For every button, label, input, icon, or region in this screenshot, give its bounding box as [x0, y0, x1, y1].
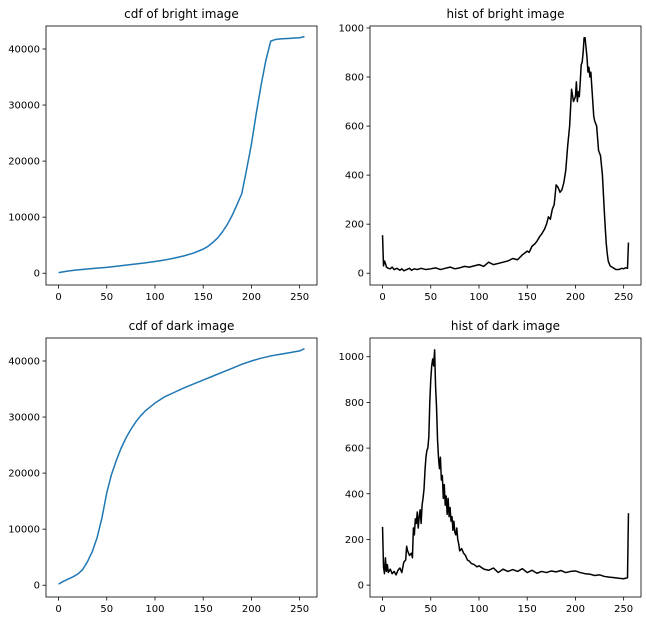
series-line-0	[381, 37, 630, 272]
series-line-0	[58, 347, 305, 585]
x-tick-label: 250	[614, 292, 633, 303]
y-tick-label: 20000	[8, 157, 40, 168]
x-tick-label: 0	[379, 604, 385, 615]
y-tick-label: 20000	[8, 469, 40, 480]
y-tick-label: 0	[34, 269, 40, 280]
y-tick-label: 200	[345, 220, 364, 231]
subplot-hist-bright: hist of bright image 0 50 100 150 200 250 0 20…	[339, 7, 642, 303]
y-ticks: 0 10000 20000 30000 40000	[8, 44, 46, 280]
x-tick-label: 150	[518, 604, 537, 615]
series-line-0	[381, 349, 630, 580]
x-tick-label: 0	[55, 292, 61, 303]
y-tick-label: 400	[345, 171, 364, 182]
x-ticks: 0 50 100 150 200 250	[55, 597, 309, 615]
x-tick-label: 200	[242, 604, 261, 615]
chart-title: cdf of bright image	[124, 7, 239, 21]
y-ticks: 0 10000 20000 30000 40000	[8, 356, 46, 592]
y-tick-label: 400	[345, 489, 364, 500]
y-tick-label: 0	[358, 269, 364, 280]
x-tick-label: 200	[566, 604, 585, 615]
chart-title: hist of dark image	[451, 319, 560, 333]
x-tick-label: 100	[145, 292, 164, 303]
x-tick-label: 50	[100, 292, 113, 303]
y-tick-label: 0	[358, 581, 364, 592]
y-ticks: 0 200 400 600 800 1000	[339, 352, 370, 592]
y-tick-label: 40000	[8, 356, 40, 367]
x-tick-label: 100	[469, 292, 488, 303]
y-tick-label: 200	[345, 535, 364, 546]
axes-frame	[369, 337, 642, 598]
x-tick-label: 150	[518, 292, 537, 303]
y-ticks: 0 200 400 600 800 1000	[339, 23, 370, 280]
y-tick-label: 1000	[339, 23, 364, 34]
chart-title: hist of bright image	[446, 7, 564, 21]
subplot-cdf-dark: cdf of dark image 0 50 100 150 200 250 0 10000…	[8, 319, 318, 615]
x-tick-label: 200	[242, 292, 261, 303]
subplot-hist-dark: hist of dark image 0 50 100 150 200 250 0 200 4…	[339, 319, 642, 615]
series-layer	[58, 35, 305, 274]
x-tick-label: 50	[100, 604, 113, 615]
x-tick-label: 100	[145, 604, 164, 615]
subplot-cdf-bright: cdf of bright image 0 50 100 150 200 250 0 100…	[8, 7, 318, 303]
x-tick-label: 250	[290, 604, 309, 615]
x-tick-label: 0	[379, 292, 385, 303]
y-tick-label: 10000	[8, 213, 40, 224]
y-tick-label: 30000	[8, 101, 40, 112]
y-tick-label: 800	[345, 73, 364, 84]
x-tick-label: 150	[194, 604, 213, 615]
series-line-0	[58, 35, 305, 274]
y-tick-label: 800	[345, 398, 364, 409]
axes-frame	[369, 25, 642, 286]
x-tick-label: 50	[424, 292, 437, 303]
x-tick-label: 0	[55, 604, 61, 615]
y-tick-label: 10000	[8, 525, 40, 536]
series-layer	[381, 349, 630, 580]
y-tick-label: 600	[345, 444, 364, 455]
x-tick-label: 250	[614, 604, 633, 615]
x-ticks: 0 50 100 150 200 250	[55, 285, 309, 303]
y-tick-label: 1000	[339, 352, 364, 363]
x-ticks: 0 50 100 150 200 250	[379, 597, 633, 615]
y-tick-label: 0	[34, 581, 40, 592]
axes-frame	[45, 337, 318, 598]
axes-frame	[45, 25, 318, 286]
x-tick-label: 100	[469, 604, 488, 615]
series-layer	[381, 37, 630, 272]
x-tick-label: 150	[194, 292, 213, 303]
y-tick-label: 30000	[8, 413, 40, 424]
x-tick-label: 250	[290, 292, 309, 303]
x-ticks: 0 50 100 150 200 250	[379, 285, 633, 303]
y-tick-label: 600	[345, 122, 364, 133]
series-layer	[58, 347, 305, 585]
chart-title: cdf of dark image	[129, 319, 235, 333]
x-tick-label: 50	[424, 604, 437, 615]
y-tick-label: 40000	[8, 44, 40, 55]
x-tick-label: 200	[566, 292, 585, 303]
